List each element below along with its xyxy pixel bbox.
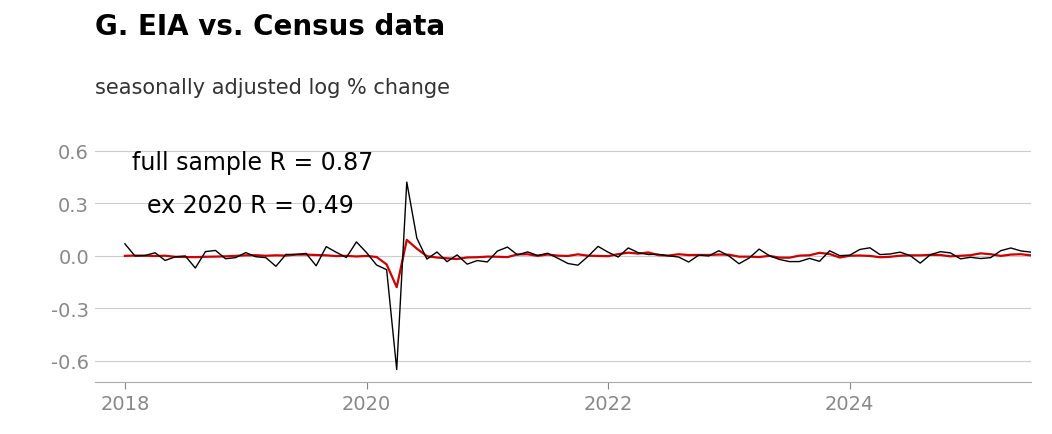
Text: ex 2020 R = 0.49: ex 2020 R = 0.49 [133,193,353,217]
Text: G. EIA vs. Census data: G. EIA vs. Census data [95,13,445,41]
Text: seasonally adjusted log % change: seasonally adjusted log % change [95,78,449,98]
Text: full sample R = 0.87: full sample R = 0.87 [133,150,373,174]
